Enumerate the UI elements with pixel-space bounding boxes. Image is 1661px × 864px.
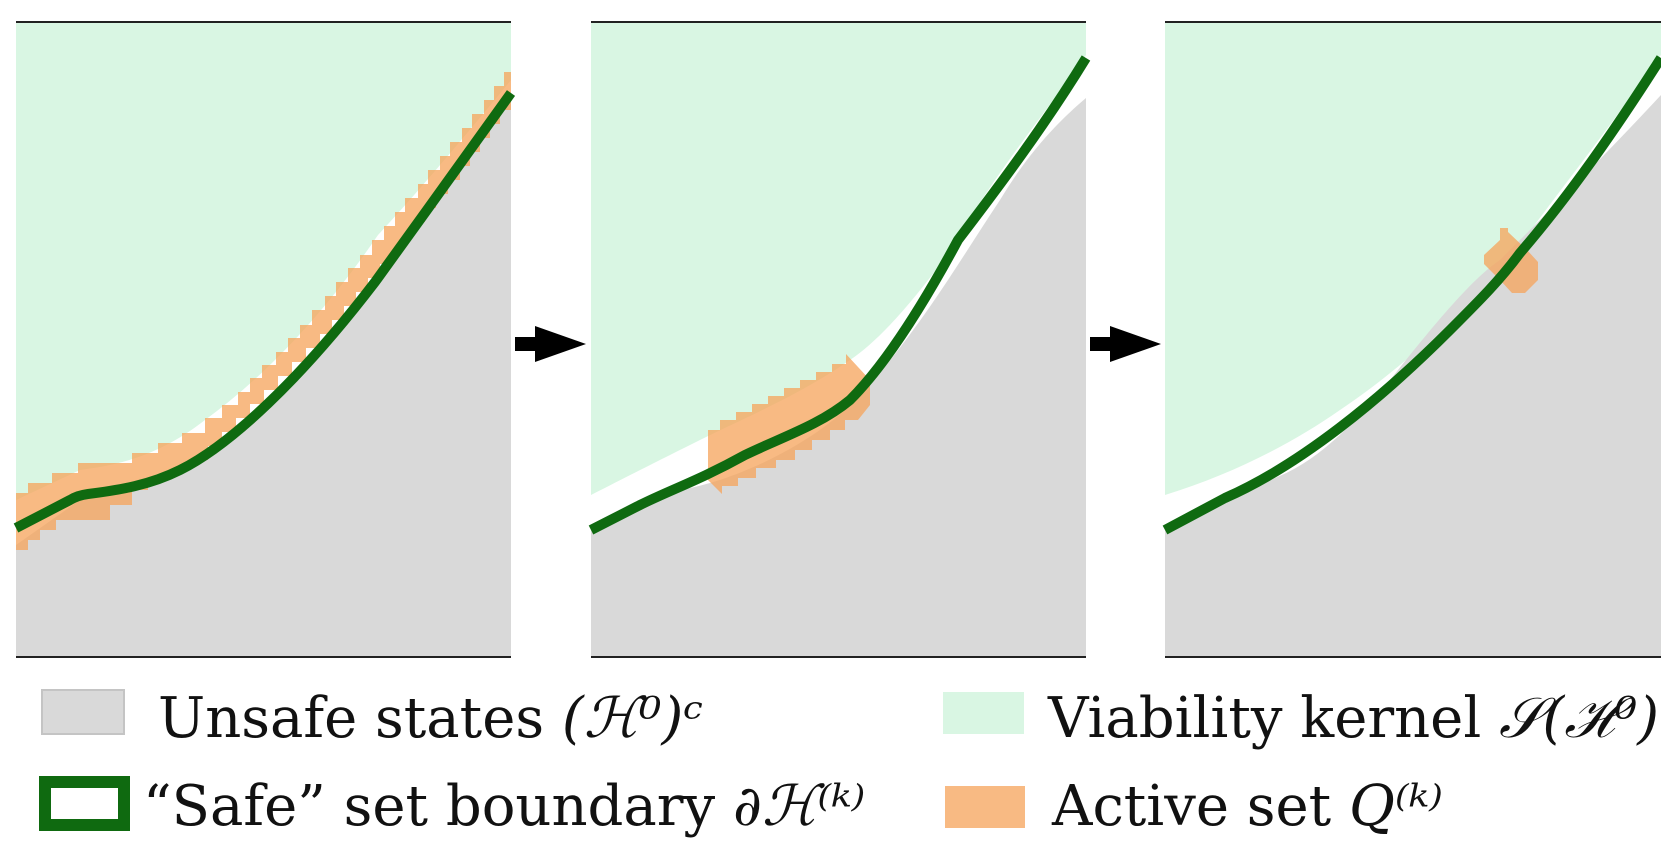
legend-math-viability: 𝒮(ℋ⁰) [1499,686,1659,751]
legend-item-viability: Viability kernel 𝒮(ℋ⁰) [943,686,1659,751]
panel-1-safe-boundary [13,90,516,533]
svg-text:Active set Q⁽ᵏ⁾: Active set Q⁽ᵏ⁾ [1051,774,1443,839]
legend-label-boundary: “Safe” set boundary [143,774,716,839]
legend-item-active: Active set Q⁽ᵏ⁾ [945,774,1443,839]
panel-2 [588,21,1091,658]
legend-label-viability: Viability kernel [1047,686,1481,751]
panel-3-safe-boundary [1162,55,1661,535]
legend-math-boundary: ∂ℋ⁽ᵏ⁾ [733,774,865,839]
legend-label-active: Active set [1051,774,1332,839]
legend-math-active: Q⁽ᵏ⁾ [1349,774,1443,839]
panel-2-active-set [708,354,870,494]
legend-swatch-viability [943,692,1024,734]
panel-2-viability-kernel [591,22,1086,495]
arrow-2 [1090,326,1161,362]
panel-2-safe-boundary [588,55,1091,535]
legend-swatch-boundary [39,776,130,831]
svg-text:Unsafe states (ℋ⁰)ᶜ: Unsafe states (ℋ⁰)ᶜ [158,686,703,751]
svg-text:“Safe” set boundary ∂ℋ: “Safe” set boundary ∂ℋ⁽ᵏ⁾ [143,774,865,839]
legend-math-unsafe: (ℋ⁰)ᶜ [562,686,703,751]
panel-3-viability-kernel [1165,22,1661,495]
legend-swatch-active [945,786,1025,828]
panel-1 [13,21,516,658]
panel-1-unsafe-region [16,100,511,657]
panel-1-viability-kernel [16,22,511,500]
svg-text:Viability kernel 𝒮(ℋ⁰: Viability kernel 𝒮(ℋ⁰) [1047,686,1659,751]
panel-3 [1162,21,1661,658]
panel-2-unsafe-region [591,98,1086,657]
legend-item-unsafe: Unsafe states (ℋ⁰)ᶜ [41,686,703,751]
legend-swatch-unsafe [41,689,125,735]
arrow-1 [515,326,586,362]
legend-label-unsafe: Unsafe states [158,686,544,751]
legend: Unsafe states (ℋ⁰)ᶜ Viability kernel 𝒮(ℋ… [39,686,1659,839]
legend-item-boundary: “Safe” set boundary ∂ℋ⁽ᵏ⁾ [39,774,865,839]
